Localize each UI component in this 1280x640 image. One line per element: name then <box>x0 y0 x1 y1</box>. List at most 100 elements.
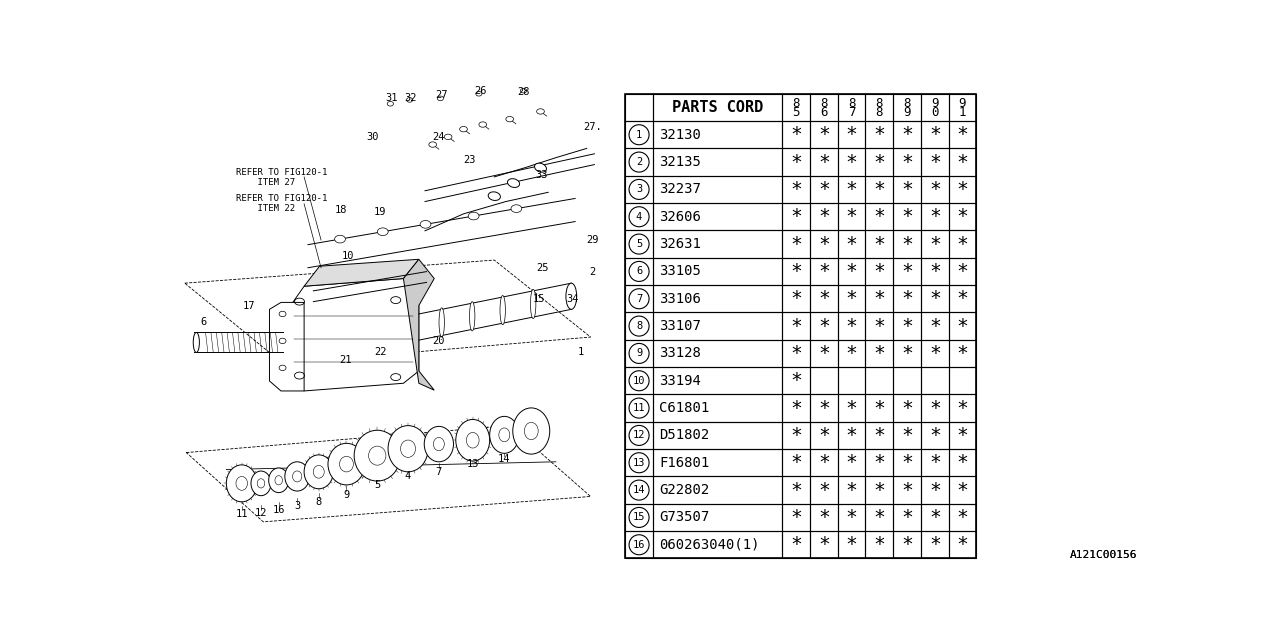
Text: *: * <box>873 453 886 472</box>
Bar <box>920 340 948 367</box>
Text: 13: 13 <box>632 458 645 468</box>
Text: *: * <box>956 262 969 281</box>
Bar <box>865 203 893 230</box>
Bar <box>837 176 865 203</box>
Text: *: * <box>929 481 941 500</box>
Text: *: * <box>818 289 829 308</box>
Bar <box>810 121 837 148</box>
Text: 1: 1 <box>959 106 966 118</box>
Bar <box>893 340 920 367</box>
Text: *: * <box>790 180 803 199</box>
Text: 34: 34 <box>567 294 579 303</box>
Ellipse shape <box>490 417 518 453</box>
Text: *: * <box>956 508 969 527</box>
Bar <box>865 476 893 504</box>
Text: 29: 29 <box>586 235 599 245</box>
Text: *: * <box>956 426 969 445</box>
Bar <box>653 285 782 312</box>
Bar <box>865 285 893 312</box>
Bar <box>653 449 782 476</box>
Text: *: * <box>818 426 829 445</box>
Bar <box>810 340 837 367</box>
Text: 10: 10 <box>632 376 645 386</box>
Text: G22802: G22802 <box>659 483 709 497</box>
Ellipse shape <box>388 101 393 106</box>
Bar <box>782 422 810 449</box>
Ellipse shape <box>285 462 310 491</box>
Bar <box>865 148 893 176</box>
Bar <box>810 476 837 504</box>
Bar <box>920 367 948 394</box>
Ellipse shape <box>470 301 475 331</box>
Text: 8: 8 <box>636 321 643 331</box>
Text: 2: 2 <box>636 157 643 167</box>
Text: *: * <box>956 235 969 253</box>
Bar <box>625 93 977 559</box>
Bar <box>865 121 893 148</box>
Text: 14: 14 <box>498 454 511 465</box>
Bar <box>653 121 782 148</box>
Ellipse shape <box>355 430 401 481</box>
Bar <box>920 230 948 258</box>
Ellipse shape <box>476 92 483 96</box>
Bar <box>865 394 893 422</box>
Bar <box>810 422 837 449</box>
Bar <box>893 258 920 285</box>
Text: *: * <box>873 508 886 527</box>
Bar <box>625 476 653 504</box>
Bar <box>782 449 810 476</box>
Ellipse shape <box>314 465 324 478</box>
Bar <box>782 285 810 312</box>
Bar <box>948 285 977 312</box>
Text: *: * <box>929 180 941 199</box>
Bar <box>625 285 653 312</box>
Bar <box>837 230 865 258</box>
Text: *: * <box>929 399 941 417</box>
Text: *: * <box>901 125 913 144</box>
Bar <box>893 476 920 504</box>
Text: *: * <box>956 535 969 554</box>
Bar <box>810 285 837 312</box>
Text: *: * <box>901 235 913 253</box>
Bar <box>837 312 865 340</box>
Bar <box>865 422 893 449</box>
Text: *: * <box>956 152 969 172</box>
Text: *: * <box>790 508 803 527</box>
Text: *: * <box>790 207 803 227</box>
Text: *: * <box>956 399 969 417</box>
Bar <box>893 531 920 559</box>
Text: A121C00156: A121C00156 <box>1070 550 1137 561</box>
Text: *: * <box>818 344 829 363</box>
Text: *: * <box>873 235 886 253</box>
Bar <box>782 367 810 394</box>
Text: *: * <box>790 317 803 335</box>
Bar <box>948 230 977 258</box>
Text: *: * <box>818 235 829 253</box>
Text: 33106: 33106 <box>659 292 701 306</box>
Text: *: * <box>818 535 829 554</box>
Text: 26: 26 <box>474 86 486 97</box>
Bar <box>948 422 977 449</box>
Polygon shape <box>270 303 305 391</box>
Text: 32631: 32631 <box>659 237 701 251</box>
Bar <box>920 449 948 476</box>
Text: *: * <box>818 180 829 199</box>
Ellipse shape <box>227 465 257 502</box>
Bar <box>782 312 810 340</box>
Bar <box>893 285 920 312</box>
Ellipse shape <box>521 88 526 93</box>
Bar <box>893 121 920 148</box>
Text: 2: 2 <box>590 267 596 276</box>
Bar <box>653 394 782 422</box>
Text: 23: 23 <box>463 155 476 165</box>
Text: 060263040(1): 060263040(1) <box>659 538 759 552</box>
Bar <box>837 148 865 176</box>
Text: 1: 1 <box>636 130 643 140</box>
Bar <box>653 504 782 531</box>
Bar <box>782 93 810 121</box>
Text: 21: 21 <box>339 355 352 365</box>
Text: *: * <box>901 344 913 363</box>
Text: *: * <box>790 125 803 144</box>
Bar <box>920 203 948 230</box>
Text: 12: 12 <box>632 431 645 440</box>
